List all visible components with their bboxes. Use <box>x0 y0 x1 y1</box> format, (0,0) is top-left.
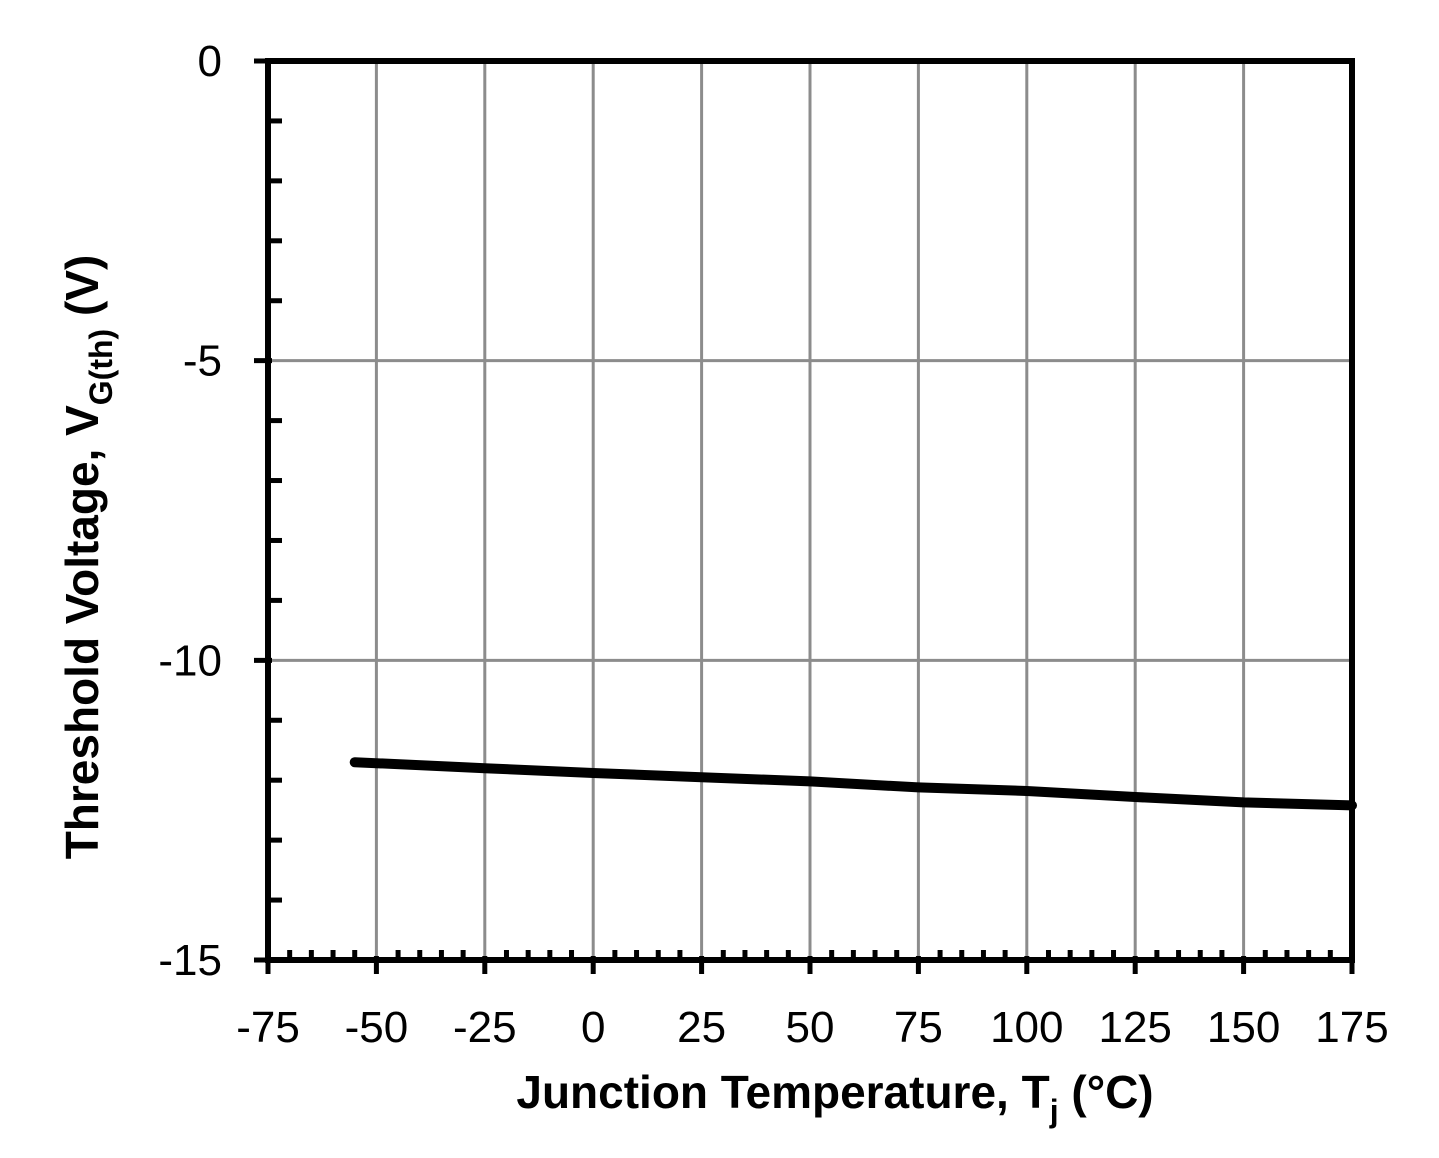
y-tick-label: -10 <box>158 636 222 685</box>
x-tick-label: 175 <box>1315 1003 1388 1052</box>
series-line <box>349 757 1357 811</box>
y-axis-title: Threshold Voltage, VG(th) (V) <box>56 255 119 860</box>
grid-lines <box>268 61 1352 960</box>
x-tick-label: -50 <box>345 1003 409 1052</box>
minor-ticks <box>254 58 1355 974</box>
x-tick-label: 75 <box>894 1003 943 1052</box>
x-tick-label: 125 <box>1098 1003 1171 1052</box>
x-tick-label: -25 <box>453 1003 517 1052</box>
y-tick-label: 0 <box>198 37 222 86</box>
x-tick-label: 0 <box>581 1003 605 1052</box>
x-axis-title: Junction Temperature, Tj (°C) <box>516 1066 1153 1129</box>
y-tick-label: -15 <box>158 936 222 985</box>
y-tick-labels: -15 -10 -5 0 <box>158 37 222 985</box>
x-tick-label: 100 <box>990 1003 1063 1052</box>
plot-border <box>265 58 1355 963</box>
x-tick-label: 25 <box>677 1003 726 1052</box>
x-tick-label: -75 <box>236 1003 300 1052</box>
plot-frame <box>265 58 1355 963</box>
x-tick-label: 150 <box>1207 1003 1280 1052</box>
x-tick-label: 50 <box>786 1003 835 1052</box>
x-tick-labels: -75 -50 -25 0 25 50 75 100 125 150 175 <box>236 1003 1389 1052</box>
y-tick-label: -5 <box>183 337 222 386</box>
data-series <box>349 757 1357 811</box>
